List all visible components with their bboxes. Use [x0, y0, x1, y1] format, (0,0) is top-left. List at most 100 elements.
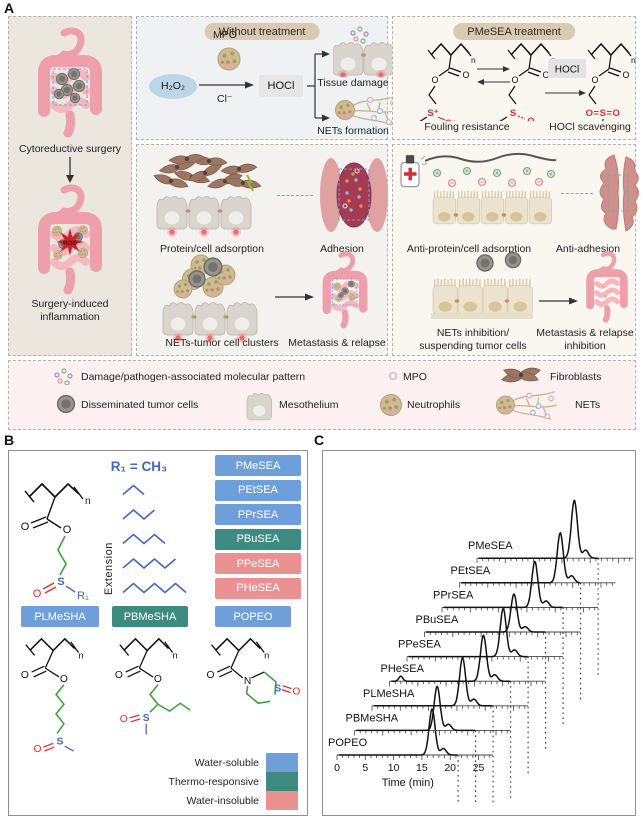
tissue-damage-label: Tissue damage — [317, 77, 389, 89]
svg-text:20: 20 — [444, 762, 456, 774]
anti-adhesion-icon — [599, 154, 639, 232]
reaction-arrow — [199, 81, 254, 89]
branch-arrows — [307, 50, 330, 122]
hocl-node: HOCl — [259, 75, 303, 97]
svg-text:n: n — [631, 55, 636, 65]
r1-atom: R₁ — [77, 590, 89, 602]
metastasis-inhibition-line2: inhibition — [564, 340, 606, 352]
solubility-legend-row: Water-soluble — [119, 753, 301, 772]
svg-text:n: n — [471, 55, 476, 65]
carbonyl-o: O — [21, 521, 30, 533]
nets-tumor-clusters-icon — [162, 254, 258, 343]
fouling-resistance-label: Fouling resistance — [424, 121, 510, 133]
svg-text:O: O — [431, 75, 438, 85]
panel-b-label: B — [4, 432, 15, 448]
svg-text:PMeSEA: PMeSEA — [468, 540, 513, 552]
nets-inhibition-label: NETs inhibition/ suspending tumor cells — [393, 327, 553, 353]
svg-text:POPEO: POPEO — [328, 737, 368, 749]
polymer-library-panel: R₁ = CH₃ n O O S O R₁ Extension PMeSEA PE… — [8, 450, 308, 816]
intestine-tumor-icon — [30, 27, 110, 139]
without-treatment-panel: Without treatment MPO H₂O₂ Cl⁻ HOCl Tiss… — [136, 16, 388, 140]
nets-tumor-clusters-label: NETs-tumor cell clusters — [165, 337, 279, 349]
hocl-scavenging-label: HOCl scavenging — [549, 121, 631, 133]
gpc-traces-panel: POPEO PBMeSHA PLMeSHA PHeSEA PPeSEA PBuSEA PPr… — [322, 450, 636, 816]
intestine-inflammation-icon: ROS — [30, 184, 110, 296]
fibroblasts-icon — [500, 365, 542, 386]
svg-text:10: 10 — [388, 762, 400, 774]
svg-text:S⁺: S⁺ — [427, 108, 438, 119]
svg-text:PPeSEA: PPeSEA — [398, 639, 441, 651]
pmesea-treatment-badge: PMeSEA treatment — [453, 23, 575, 40]
figure-legend: Damage/pathogen-associated molecular pat… — [8, 360, 636, 430]
svg-text:O: O — [511, 75, 518, 85]
surgery-induced-caption-line2: inflammation — [40, 311, 100, 323]
svg-text:PPrSEA: PPrSEA — [433, 589, 474, 601]
solubility-label: Thermo-responsive — [168, 775, 259, 788]
damp-label: Damage/pathogen-associated molecular pat… — [81, 371, 306, 383]
anti-adhesion-label: Anti-adhesion — [555, 243, 621, 255]
pbmesha-structure: n O O S O — [115, 637, 191, 735]
svg-text:O: O — [591, 75, 598, 85]
popeo-structure: n O N S O — [207, 637, 300, 705]
svg-text:HOCl: HOCl — [555, 65, 579, 76]
svg-text:O: O — [462, 70, 469, 80]
svg-text:O: O — [120, 714, 128, 725]
without-treatment-outcomes-panel: Protein/cell adsorption Adhesion NETs-tu… — [136, 144, 388, 356]
svg-text:O: O — [542, 70, 549, 80]
polymer-box-pbmesha: PBMeSHA — [112, 606, 188, 627]
healthy-intestine-icon — [581, 251, 633, 325]
disseminated-tumor-cells-label: Disseminated tumor cells — [81, 399, 199, 411]
polymer-box-pprsea: PPrSEA — [215, 504, 301, 525]
svg-text:15: 15 — [416, 762, 428, 774]
metastasis-relapse-label: Metastasis & relapse — [288, 337, 386, 349]
polymer-box-pmesea: PMeSEA — [215, 455, 301, 476]
plmesha-structure: n O O S O — [21, 637, 84, 755]
polymer-box-popeo: POPEO — [215, 606, 291, 627]
disseminated-tumor-cells-icon — [56, 394, 76, 414]
svg-text:O: O — [292, 686, 300, 697]
svg-text:O: O — [622, 70, 629, 80]
svg-text:25: 25 — [473, 762, 485, 774]
solubility-legend: Water-soluble Thermo-responsive Water-inso… — [119, 753, 301, 810]
mesothelium-icon — [246, 392, 273, 421]
damp-icon — [54, 368, 73, 385]
polymer-box-plmesha: PLMeSHA — [21, 606, 99, 627]
neutrophils-icon — [379, 393, 403, 417]
pmesea-treatment-panel: PMeSEA treatment nOOS⁺O⁻nOOSOnOOO=S=OHOC… — [392, 16, 636, 140]
svg-text:O: O — [115, 670, 123, 681]
chloride-label: Cl⁻ — [217, 93, 233, 105]
nets-icon — [494, 385, 564, 425]
backbone-n: n — [85, 496, 91, 507]
mpo-neutrophil-icon — [217, 47, 241, 71]
adsorption-adhesion-connector — [277, 195, 313, 196]
extension-label: Extension — [103, 542, 115, 595]
solubility-legend-row: Thermo-responsive — [119, 772, 301, 791]
svg-text:O: O — [527, 116, 534, 121]
svg-text:n: n — [79, 650, 84, 660]
inhibition-arrow — [539, 297, 578, 305]
svg-text:PBMeSHA: PBMeSHA — [346, 712, 399, 724]
svg-text:5: 5 — [362, 762, 368, 774]
svg-text:S: S — [143, 713, 150, 724]
anti-protein-cell-adsorption-label: Anti-protein/cell adsorption — [406, 243, 532, 255]
svg-text:PLMeSHA: PLMeSHA — [363, 688, 415, 700]
metastasis-inhibition-line1: Metastasis & relapse — [536, 327, 634, 339]
svg-text:PHeSEA: PHeSEA — [381, 663, 425, 675]
solubility-swatch — [266, 753, 298, 772]
svg-text:O=S=O: O=S=O — [586, 108, 621, 119]
adhesion-label: Adhesion — [320, 243, 364, 255]
mpo-label: MPO — [213, 29, 237, 41]
polymer-box-ppesea: PPeSEA — [215, 553, 301, 574]
svg-text:O: O — [60, 674, 68, 685]
solubility-label: Water-soluble — [194, 756, 259, 769]
svg-text:Time (min): Time (min) — [382, 777, 434, 789]
svg-text:O: O — [154, 674, 162, 685]
tissue-damage-icon — [333, 26, 395, 77]
monomer-structure: n O O S O R₁ — [21, 482, 91, 602]
panel-a-label: A — [4, 0, 15, 16]
nets-formation-icon — [333, 91, 401, 129]
anti-adsorption-coating-icon — [425, 152, 557, 225]
protein-cell-adsorption-icon — [152, 153, 262, 237]
